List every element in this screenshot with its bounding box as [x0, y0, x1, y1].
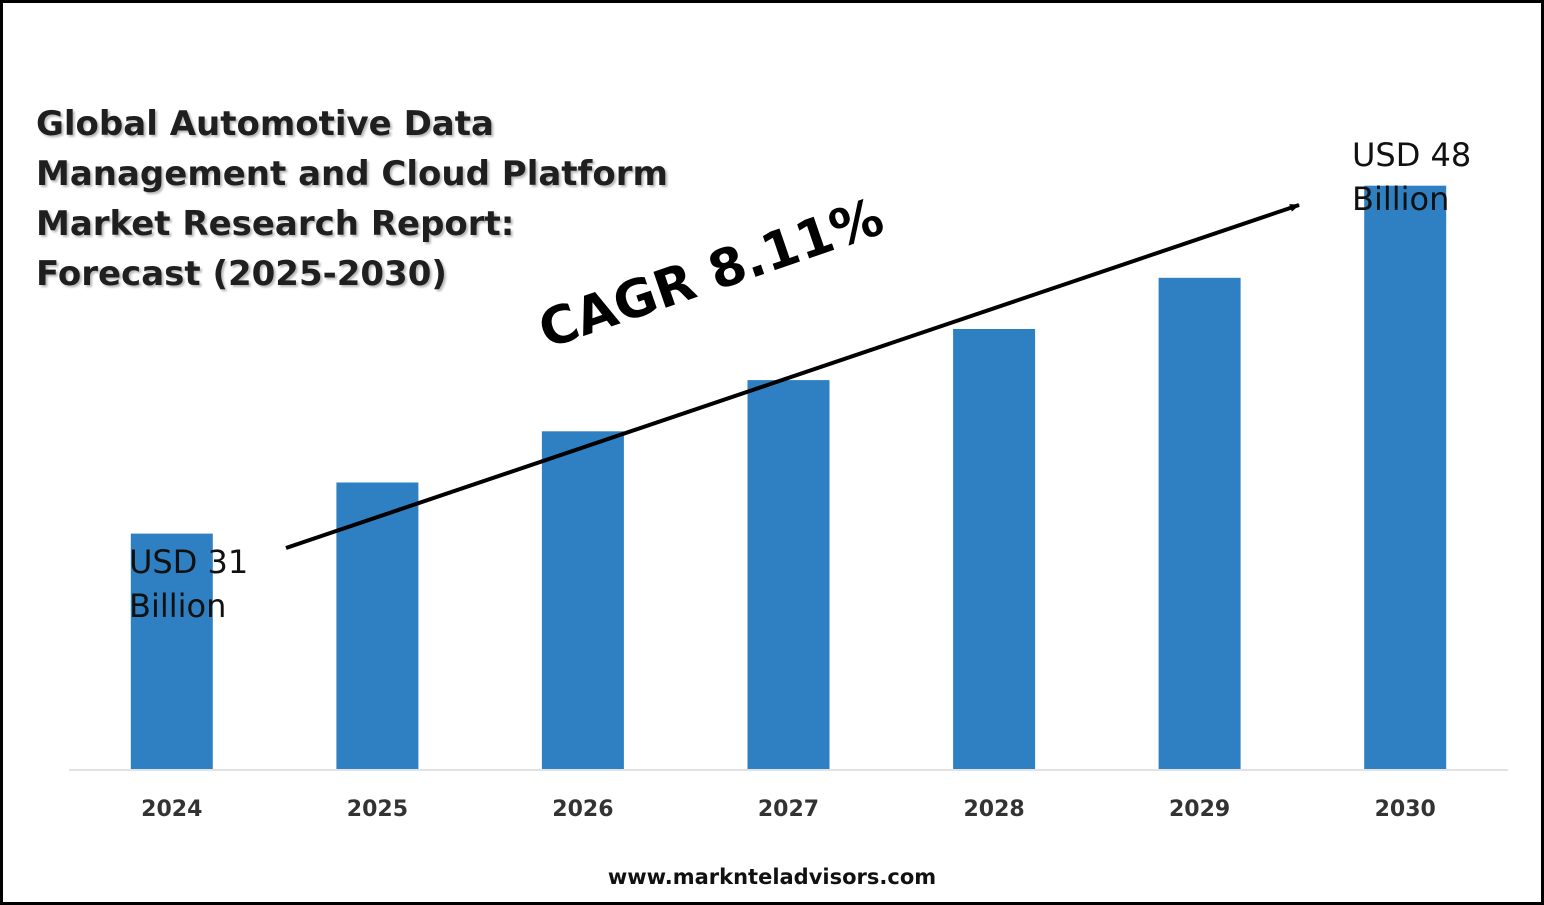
x-tick-label-2029: 2029	[1169, 797, 1230, 822]
bars-group	[130, 185, 1447, 769]
end-value-callout: USD 48 Billion	[1352, 133, 1471, 221]
bar-2030	[1364, 185, 1447, 769]
start-value-unit: Billion	[129, 587, 227, 625]
end-value-amount: USD 48	[1352, 136, 1472, 174]
bar-2025	[336, 482, 419, 769]
chart-title: Global Automotive Data Management and Cl…	[36, 99, 716, 299]
x-tick-label-2024: 2024	[141, 797, 202, 822]
bar-chart: 2024 2025 2026 2027 2028 2029 2030	[69, 185, 1508, 822]
bar-2026	[541, 431, 624, 769]
bar-2029	[1158, 277, 1241, 769]
x-tick-label-2026: 2026	[552, 797, 613, 822]
title-line-2: Management and Cloud Platform	[36, 154, 668, 194]
bar-2028	[953, 329, 1036, 769]
x-tick-label-2030: 2030	[1375, 797, 1436, 822]
start-value-callout: USD 31 Billion	[129, 540, 248, 628]
bar-2027	[747, 380, 830, 769]
trend-arrow	[285, 203, 1300, 550]
title-line-3: Market Research Report:	[36, 204, 515, 244]
bar-2024	[130, 533, 213, 769]
end-value-unit: Billion	[1352, 180, 1450, 218]
title-line-4: Forecast (2025-2030)	[36, 254, 447, 294]
x-tick-labels: 2024 2025 2026 2027 2028 2029 2030	[141, 797, 1436, 822]
x-tick-label-2028: 2028	[963, 797, 1024, 822]
x-tick-label-2025: 2025	[347, 797, 408, 822]
title-line-1: Global Automotive Data	[36, 104, 494, 144]
start-value-amount: USD 31	[129, 543, 249, 581]
source-url: www.marknteladvisors.com	[607, 865, 937, 889]
x-tick-label-2027: 2027	[758, 797, 819, 822]
